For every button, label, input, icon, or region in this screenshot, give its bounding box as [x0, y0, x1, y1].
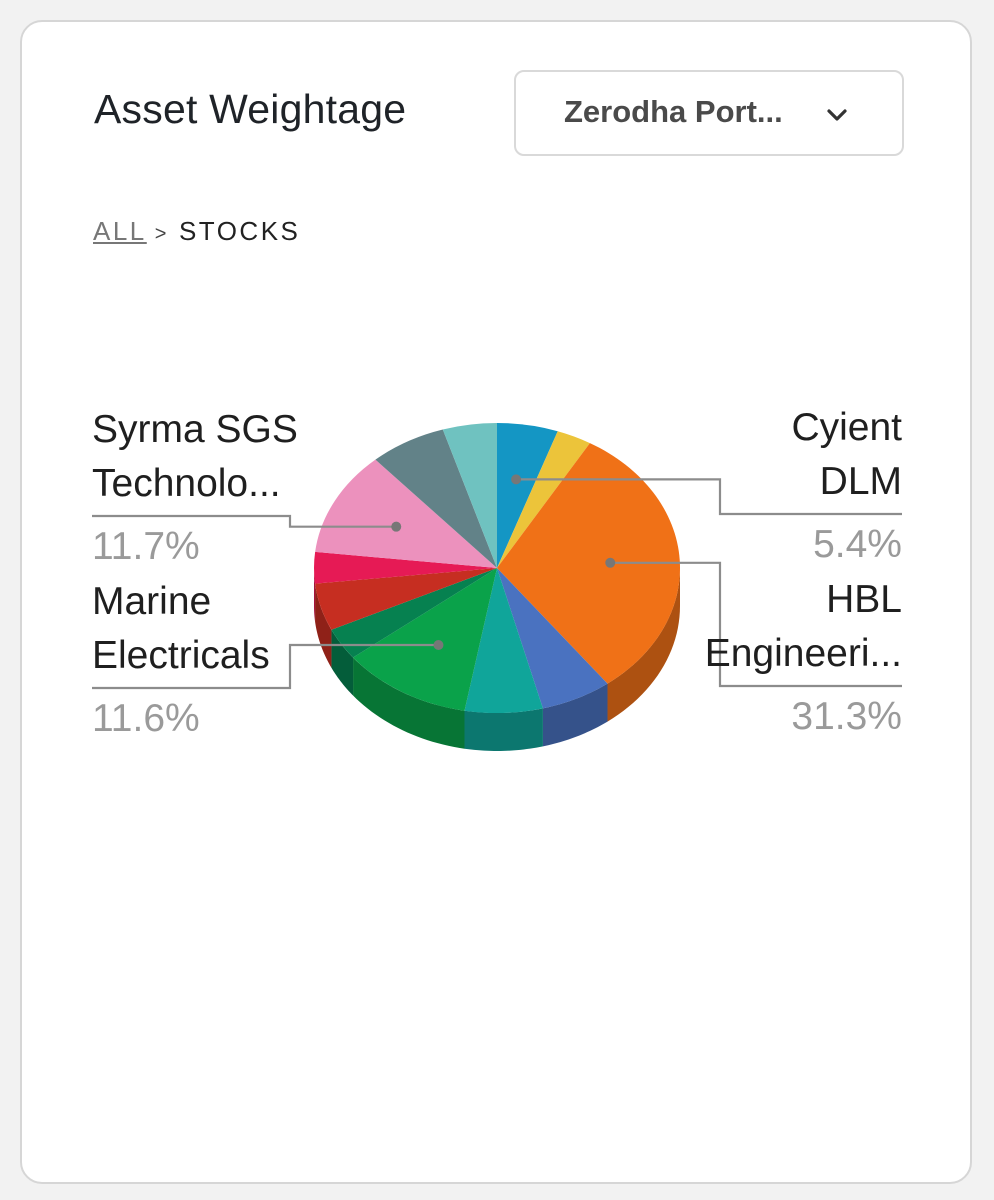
slice-label-2-line-0: HBL [826, 578, 902, 621]
leader-dot-2 [605, 557, 616, 568]
pie-slice-7[interactable] [315, 568, 497, 630]
pie-slice-0[interactable] [497, 423, 558, 568]
chevron-down-icon [827, 109, 847, 121]
portfolio-dropdown[interactable]: Zerodha Port... [514, 70, 904, 156]
leader-dot-9 [391, 521, 402, 532]
slice-percent-9: 11.7% [92, 525, 200, 568]
leader-dot-0 [511, 474, 522, 485]
slice-label-9-line-0: Syrma SGS [92, 408, 298, 451]
slice-percent-2: 31.3% [791, 695, 902, 738]
slice-label-2-line-1: Engineeri... [705, 632, 902, 675]
breadcrumb-separator: > [154, 223, 169, 245]
pie-slice-6[interactable] [331, 568, 497, 658]
pie-side-4 [464, 708, 543, 751]
asset-weightage-card: Asset Weightage Zerodha Port... ALL > STOC… [20, 20, 972, 1184]
leader-line-9 [92, 514, 397, 528]
portfolio-dropdown-value: Zerodha Port... [564, 94, 783, 129]
pie-slice-11[interactable] [442, 423, 497, 568]
pie-side-3 [542, 683, 608, 747]
leader-line-0 [516, 478, 902, 516]
pie-side-7 [315, 583, 332, 668]
pie-slice-1[interactable] [497, 431, 590, 568]
breadcrumb-all-link[interactable]: ALL [93, 216, 147, 246]
pie-slice-4[interactable] [464, 568, 543, 714]
pie-slice-2[interactable] [497, 443, 681, 684]
pie-slice-10[interactable] [375, 429, 497, 568]
pie-side-6 [331, 629, 354, 696]
breadcrumb: ALL > STOCKS [93, 216, 300, 247]
leader-line-2 [610, 561, 902, 688]
slice-label-9-line-1: Technolo... [92, 462, 281, 505]
slice-percent-5: 11.6% [92, 697, 200, 740]
pie-side-8 [314, 568, 316, 622]
slice-label-5-line-1: Electricals [92, 634, 270, 677]
pie-side-walls [314, 568, 680, 751]
pie-slice-9[interactable] [315, 459, 497, 568]
pie-top [314, 423, 681, 714]
pie-slice-5[interactable] [353, 568, 497, 711]
leader-line-5 [92, 643, 439, 690]
slice-label-5-line-0: Marine [92, 580, 211, 623]
pie-side-2 [607, 568, 680, 722]
card-title: Asset Weightage [94, 86, 407, 132]
pie-slice-3[interactable] [497, 568, 608, 709]
slice-label-0-line-1: DLM [820, 460, 902, 503]
slice-label-0-line-0: Cyient [791, 406, 902, 449]
pie-side-5 [353, 657, 465, 749]
slice-percent-0: 5.4% [813, 523, 902, 566]
breadcrumb-current: STOCKS [178, 216, 301, 246]
pie-slice-8[interactable] [314, 551, 497, 584]
pie-labels: Cyient DLM 5.4% HBL Engineeri... 31.3% Marine E… [92, 406, 902, 740]
leader-dot-5 [433, 640, 444, 651]
